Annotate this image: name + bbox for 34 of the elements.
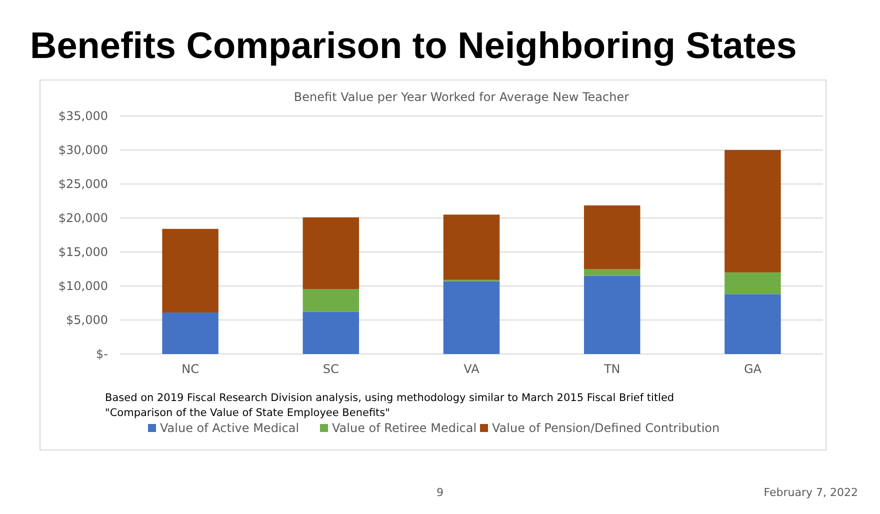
bar	[584, 276, 640, 354]
bar	[724, 294, 781, 354]
y-tick-label: $30,000	[58, 143, 108, 158]
bar	[302, 312, 360, 354]
text: February 7, 2022	[764, 486, 858, 499]
bar	[162, 312, 218, 354]
x-tick-label: SC	[322, 362, 339, 376]
y-tick-label: $20,000	[58, 211, 108, 226]
legend-label: Value of Retiree Medical	[332, 421, 477, 435]
y-tick-label: $15,000	[58, 245, 108, 260]
chart-subtitle: Benefit Value per Year Worked for Average New Teacher	[294, 90, 630, 104]
x-tick-label: GA	[744, 362, 762, 376]
bar	[302, 217, 360, 290]
bar	[724, 272, 781, 294]
bar	[302, 289, 360, 312]
bar	[162, 228, 218, 313]
y-tick-label: $35,000	[58, 109, 108, 124]
x-tick-label: NC	[182, 362, 199, 376]
x-tick-label: TN	[602, 362, 620, 376]
bar	[724, 150, 781, 272]
y-tick-label: $25,000	[58, 177, 108, 192]
bar	[443, 281, 500, 354]
legend-label: Value of Active Medical	[160, 421, 300, 435]
bar	[443, 214, 500, 280]
chart-title: Benefits Comparison to Neighboring States	[30, 25, 797, 66]
text: Based on 2019 Fiscal Research Division analysis, using methodology similar to March 2015 Fiscal Brief titled "Comparison of the Value of State Employee Benefits"	[105, 392, 674, 419]
y-tick-label: $5,000	[66, 313, 108, 328]
bar	[584, 269, 640, 276]
bar	[584, 205, 640, 269]
x-tick-label: VA	[464, 362, 480, 376]
legend-label: Value of Pension/Defined Contribution	[492, 421, 720, 435]
text: 9	[436, 486, 444, 499]
y-tick-label: $-	[96, 347, 108, 362]
y-tick-label: $10,000	[58, 279, 108, 294]
